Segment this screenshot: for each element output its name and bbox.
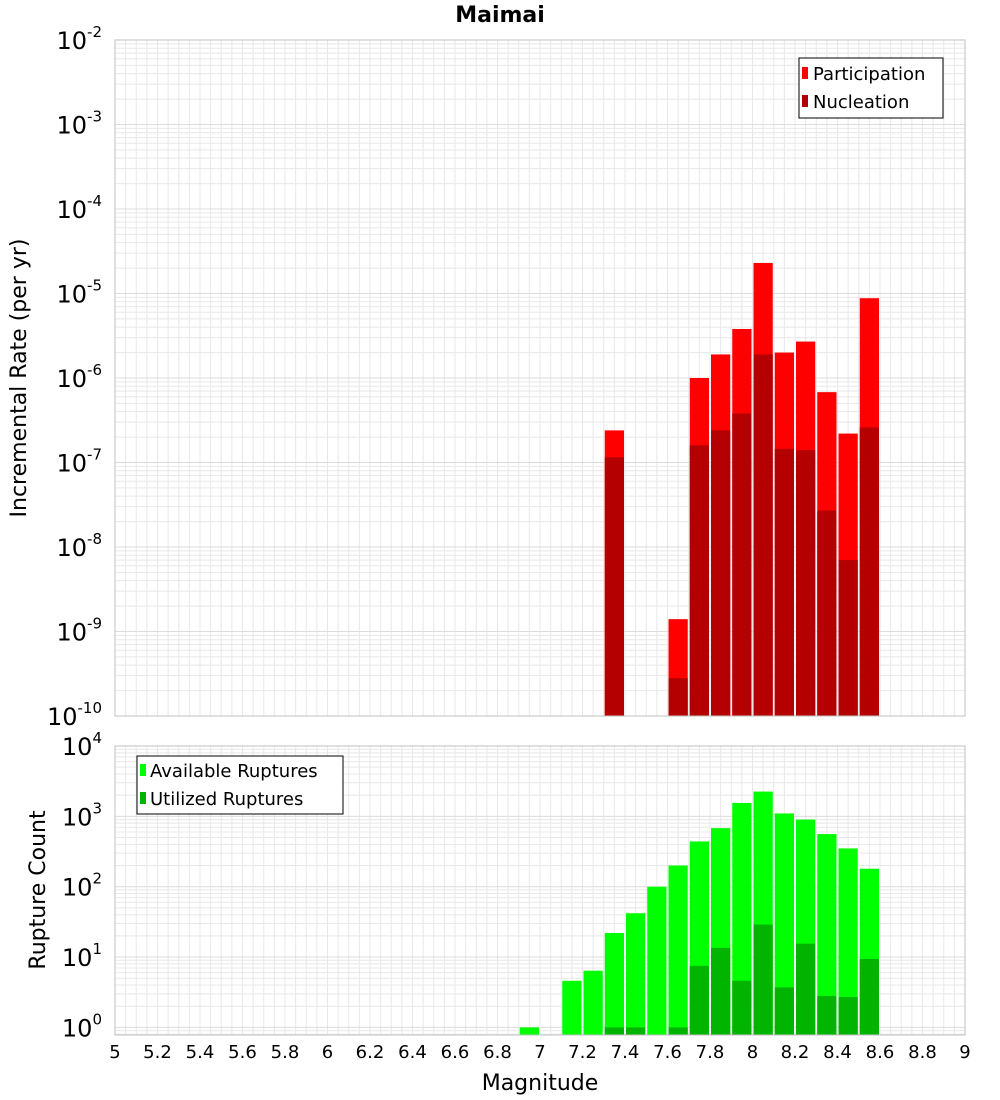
bottom-bar-a xyxy=(732,802,752,1035)
bottom-bar-a xyxy=(838,848,858,1035)
x-axis-label: Magnitude xyxy=(482,1071,599,1096)
legend-swatch-available xyxy=(140,764,146,776)
bottom-bar-b xyxy=(838,997,858,1035)
top-plot-frame xyxy=(114,39,966,717)
top-y-tick-label: 10-4 xyxy=(56,192,102,224)
x-tick-label: 5.4 xyxy=(186,1042,215,1063)
bottom-bar-b xyxy=(668,1027,688,1035)
bottom-y-tick-label: 103 xyxy=(62,799,102,831)
bottom-bar-b xyxy=(753,924,773,1035)
legend-swatch-nucleation xyxy=(802,95,808,107)
bottom-legend: Available Ruptures Utilized Ruptures xyxy=(136,755,344,815)
top-bar-b xyxy=(838,560,858,716)
bottom-bar-a xyxy=(774,813,794,1035)
legend-label-available: Available Ruptures xyxy=(150,761,318,782)
top-grid xyxy=(114,39,966,717)
top-bar-b xyxy=(604,457,624,716)
bottom-bars xyxy=(519,791,879,1035)
x-tick-label: 8.4 xyxy=(823,1042,852,1063)
x-tick-label: 9 xyxy=(959,1042,970,1063)
top-bar-b xyxy=(796,450,816,716)
top-y-tick-label: 10-5 xyxy=(56,277,102,309)
bottom-legend-box xyxy=(136,755,344,815)
top-bar-b xyxy=(753,354,773,716)
bottom-bar-b xyxy=(732,980,752,1035)
bottom-y-axis-label: Rupture Count xyxy=(26,810,51,970)
x-tick-label: 7.2 xyxy=(568,1042,597,1063)
top-bar-b xyxy=(859,427,879,716)
bottom-y-tick-label: 101 xyxy=(62,940,102,972)
legend-label-nucleation: Nucleation xyxy=(813,92,909,113)
top-bar-b xyxy=(774,448,794,716)
x-tick-label: 6.2 xyxy=(356,1042,385,1063)
top-plot-area: 10-2 10-3 10-4 10-5 10-6 10-7 10-8 10-9 10-10 In… xyxy=(7,23,966,731)
legend-label-participation: Participation xyxy=(813,64,925,85)
legend-swatch-utilized xyxy=(140,792,146,804)
x-tick-label: 6.4 xyxy=(398,1042,427,1063)
x-tick-label: 5.8 xyxy=(271,1042,300,1063)
x-tick-label: 8.2 xyxy=(781,1042,810,1063)
top-y-tick-label: 10-6 xyxy=(56,361,102,393)
bottom-bar-b xyxy=(774,987,794,1035)
bottom-bar-a xyxy=(583,970,603,1035)
top-bar-b xyxy=(711,430,731,716)
bottom-bar-a xyxy=(817,834,837,1035)
bottom-plot-area: 104 103 102 101 100 Rupture Count Available … xyxy=(26,729,966,1042)
top-bars xyxy=(604,262,879,716)
x-tick-label: 5.6 xyxy=(228,1042,257,1063)
top-bar-b xyxy=(689,445,709,716)
x-tick-label: 5 xyxy=(109,1042,120,1063)
bottom-plot-frame xyxy=(114,745,966,1036)
top-y-tick-label: 10-2 xyxy=(56,23,102,55)
top-y-tick-label: 10-10 xyxy=(47,699,102,731)
x-tick-label: 7.4 xyxy=(611,1042,640,1063)
x-tick-label: 8 xyxy=(747,1042,758,1063)
legend-label-utilized: Utilized Ruptures xyxy=(150,789,303,810)
x-tick-label: 7.8 xyxy=(696,1042,725,1063)
top-y-tick-label: 10-8 xyxy=(56,530,102,562)
bottom-bar-b xyxy=(711,947,731,1035)
top-bar-b xyxy=(817,510,837,716)
bottom-bar-b xyxy=(689,965,709,1035)
x-tick-label: 7 xyxy=(534,1042,545,1063)
x-tick-label: 6.6 xyxy=(441,1042,470,1063)
legend-swatch-participation xyxy=(802,67,808,79)
top-y-tick-label: 10-7 xyxy=(56,446,102,478)
bottom-bar-b xyxy=(859,958,879,1035)
bottom-bar-b xyxy=(626,1027,646,1035)
x-axis: 5 5.2 5.4 5.6 5.8 6 6.2 6.4 6.6 6.8 7 7.2 7.4 7.6 7.8 8… xyxy=(109,1042,970,1096)
x-tick-label: 6.8 xyxy=(483,1042,512,1063)
x-tick-label: 8.6 xyxy=(866,1042,895,1063)
bottom-bar-a xyxy=(562,980,582,1035)
top-bar-b xyxy=(668,678,688,716)
bottom-bar-a xyxy=(604,932,624,1035)
bottom-bar-a xyxy=(668,865,688,1035)
bottom-y-tick-label: 104 xyxy=(62,729,102,761)
x-tick-label: 5.2 xyxy=(143,1042,172,1063)
bottom-y-tick-labels: 104 103 102 101 100 xyxy=(62,729,102,1042)
top-y-axis-label: Incremental Rate (per yr) xyxy=(7,239,32,518)
bottom-bar-b xyxy=(604,1027,624,1035)
top-legend-box xyxy=(798,57,944,119)
x-tick-label: 7.6 xyxy=(653,1042,682,1063)
top-y-tick-label: 10-3 xyxy=(56,108,102,140)
bottom-y-tick-label: 102 xyxy=(62,870,102,902)
bottom-bar-a xyxy=(519,1027,539,1035)
bottom-bar-a xyxy=(626,913,646,1035)
top-y-tick-label: 10-9 xyxy=(56,615,102,647)
bottom-bar-b xyxy=(817,995,837,1035)
bottom-bar-b xyxy=(796,943,816,1035)
x-tick-labels: 5 5.2 5.4 5.6 5.8 6 6.2 6.4 6.6 6.8 7 7.2 7.4 7.6 7.8 8… xyxy=(109,1042,970,1063)
top-legend: Participation Nucleation xyxy=(798,57,944,119)
bottom-bar-a xyxy=(647,886,667,1035)
x-tick-label: 8.8 xyxy=(908,1042,937,1063)
bottom-y-tick-label: 100 xyxy=(62,1010,102,1042)
chart-title: Maimai xyxy=(455,3,545,28)
top-y-tick-labels: 10-2 10-3 10-4 10-5 10-6 10-7 10-8 10-9 10-10 xyxy=(47,23,102,731)
top-bar-b xyxy=(732,413,752,716)
x-tick-label: 6 xyxy=(322,1042,333,1063)
